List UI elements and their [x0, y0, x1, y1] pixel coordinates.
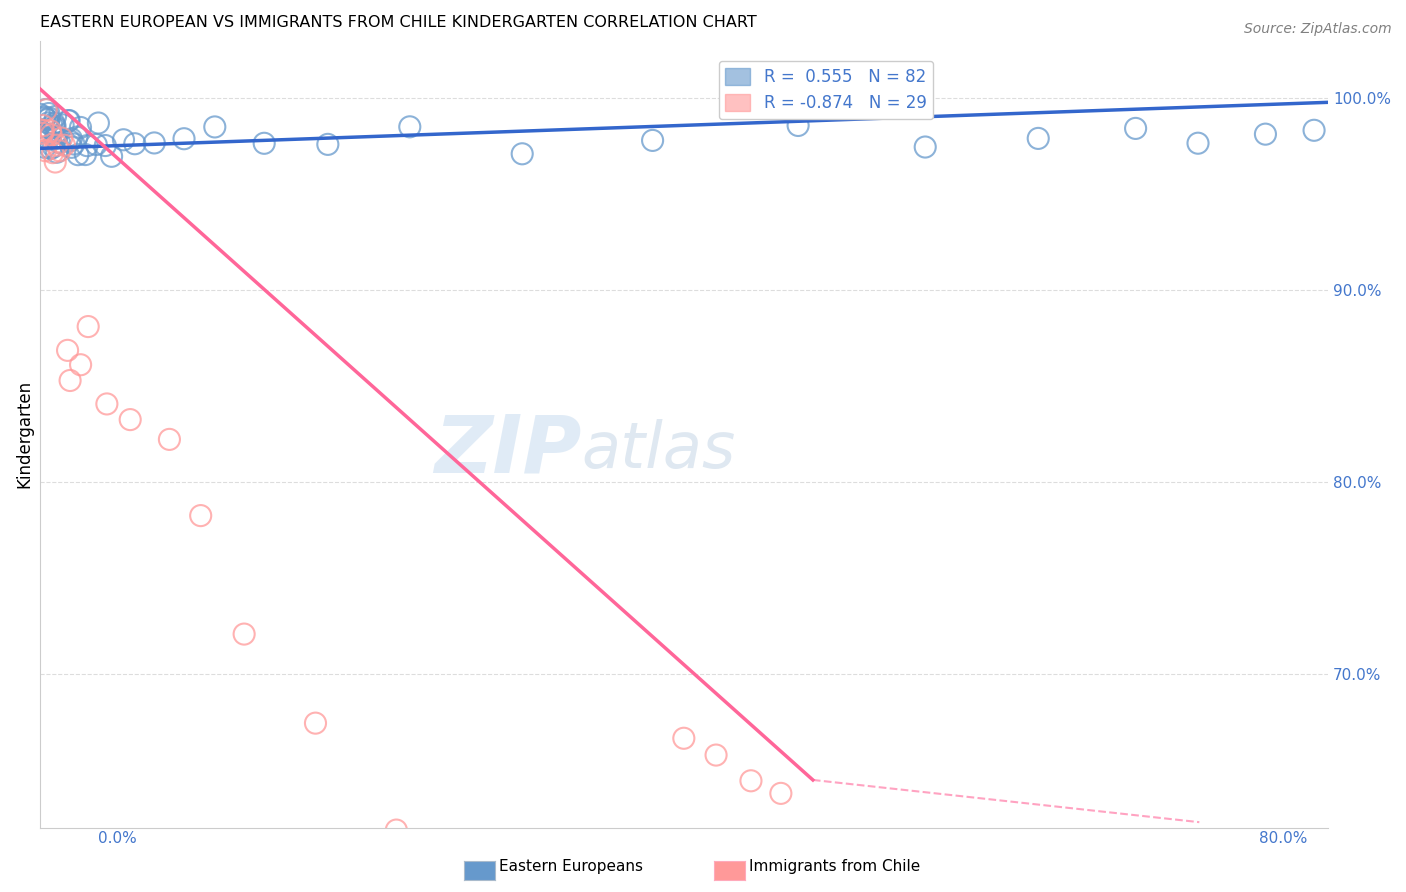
Point: [253, 136, 276, 151]
Point: [58, 113, 80, 128]
Point: [56, 343, 79, 358]
Point: [63, 136, 86, 151]
Point: [69, 120, 91, 135]
Point: [45, 145, 67, 160]
Point: [304, 716, 326, 731]
Point: [672, 731, 695, 746]
Point: [51, 131, 73, 145]
Point: [77, 319, 100, 334]
Text: atlas: atlas: [581, 419, 735, 481]
Point: [34, 144, 56, 158]
Point: [44, 131, 66, 145]
Point: [100, 149, 122, 163]
Point: [32, 119, 55, 133]
Point: [124, 136, 146, 151]
Point: [75, 147, 97, 161]
Point: [87, 116, 110, 130]
Point: [1026, 131, 1049, 145]
Text: 0.0%: 0.0%: [98, 831, 138, 846]
Point: [769, 786, 792, 800]
Point: [35, 103, 58, 117]
Point: [385, 823, 408, 838]
Point: [28, 107, 51, 121]
Point: [1187, 136, 1209, 151]
Point: [66, 147, 89, 161]
Legend: R =  0.555   N = 82, R = -0.874   N = 29: R = 0.555 N = 82, R = -0.874 N = 29: [718, 61, 934, 119]
Point: [35, 112, 58, 127]
Point: [52, 118, 75, 132]
Point: [58, 113, 80, 128]
Point: [41, 119, 63, 133]
Point: [96, 397, 118, 411]
Point: [35, 103, 58, 117]
Point: [44, 110, 66, 124]
Point: [60, 140, 83, 154]
Point: [173, 132, 195, 146]
Point: [44, 120, 66, 135]
Point: [59, 374, 82, 388]
Text: EASTERN EUROPEAN VS IMMIGRANTS FROM CHILE KINDERGARTEN CORRELATION CHART: EASTERN EUROPEAN VS IMMIGRANTS FROM CHIL…: [39, 15, 756, 30]
Point: [39, 128, 62, 142]
Point: [112, 133, 135, 147]
Text: Source: ZipAtlas.com: Source: ZipAtlas.com: [1244, 22, 1392, 37]
Point: [34, 130, 56, 145]
Point: [44, 155, 66, 169]
Point: [44, 119, 66, 133]
Point: [53, 138, 76, 153]
Point: [39, 124, 62, 138]
Point: [84, 137, 107, 152]
Point: [34, 111, 56, 125]
Point: [94, 138, 117, 153]
Text: Eastern Europeans: Eastern Europeans: [499, 859, 643, 873]
Point: [641, 133, 664, 147]
Point: [60, 132, 83, 146]
Point: [42, 140, 65, 154]
Y-axis label: Kindergarten: Kindergarten: [15, 380, 32, 489]
Point: [316, 137, 339, 152]
Point: [42, 145, 65, 160]
Point: [787, 119, 810, 133]
Point: [1125, 121, 1147, 136]
Point: [66, 130, 89, 145]
Point: [48, 136, 70, 150]
Point: [1303, 123, 1326, 137]
Point: [233, 627, 256, 641]
Point: [39, 141, 62, 155]
Point: [38, 111, 60, 125]
Point: [45, 138, 67, 153]
Point: [45, 130, 67, 145]
Point: [157, 433, 180, 447]
Point: [49, 144, 72, 158]
Point: [38, 106, 60, 120]
Point: [120, 412, 142, 426]
Point: [204, 120, 226, 134]
Point: [59, 134, 82, 148]
Point: [76, 138, 98, 153]
Point: [143, 136, 166, 150]
Text: ZIP: ZIP: [433, 411, 581, 489]
Point: [37, 132, 59, 146]
Point: [34, 140, 56, 154]
Point: [31, 126, 53, 140]
Point: [1254, 127, 1277, 141]
Text: Immigrants from Chile: Immigrants from Chile: [749, 859, 921, 873]
Point: [704, 747, 727, 762]
Point: [190, 508, 212, 523]
Point: [32, 123, 55, 137]
Text: 80.0%: 80.0%: [1260, 831, 1308, 846]
Point: [37, 116, 59, 130]
Point: [398, 120, 420, 134]
Point: [740, 773, 762, 788]
Point: [34, 110, 56, 124]
Point: [914, 140, 936, 154]
Point: [510, 146, 533, 161]
Point: [42, 116, 65, 130]
Point: [69, 358, 91, 372]
